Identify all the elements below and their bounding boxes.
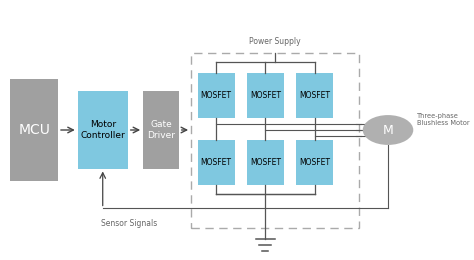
Text: MOSFET: MOSFET bbox=[250, 158, 281, 167]
Circle shape bbox=[363, 115, 413, 145]
Text: Motor
Controller: Motor Controller bbox=[81, 120, 125, 140]
Bar bbox=[198, 140, 235, 185]
Text: Sensor Signals: Sensor Signals bbox=[101, 219, 157, 228]
Text: MCU: MCU bbox=[18, 123, 50, 137]
Text: Gate
Driver: Gate Driver bbox=[147, 120, 175, 140]
Bar bbox=[10, 79, 58, 181]
Text: MOSFET: MOSFET bbox=[250, 92, 281, 100]
Bar bbox=[247, 73, 284, 118]
Text: M: M bbox=[383, 124, 393, 136]
Text: MOSFET: MOSFET bbox=[299, 158, 330, 167]
Bar bbox=[191, 53, 359, 228]
Text: Three-phase
Blushless Motor: Three-phase Blushless Motor bbox=[417, 113, 469, 126]
Text: MOSFET: MOSFET bbox=[201, 158, 232, 167]
Bar bbox=[296, 140, 333, 185]
Bar bbox=[78, 92, 128, 168]
Bar bbox=[198, 73, 235, 118]
Bar bbox=[247, 140, 284, 185]
Text: MOSFET: MOSFET bbox=[201, 92, 232, 100]
Text: MOSFET: MOSFET bbox=[299, 92, 330, 100]
Bar bbox=[296, 73, 333, 118]
Bar bbox=[143, 92, 179, 168]
Text: Power Supply: Power Supply bbox=[249, 37, 301, 46]
